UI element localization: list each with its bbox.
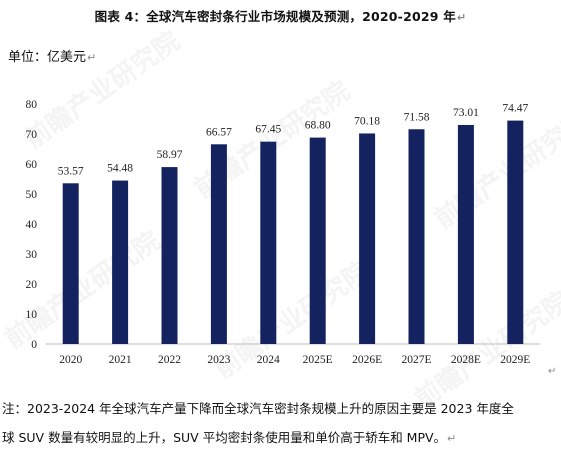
x-tick-label: 2029E bbox=[500, 354, 530, 366]
bar-value-label: 54.48 bbox=[107, 163, 133, 175]
bar bbox=[112, 180, 129, 344]
x-tick-label: 2023 bbox=[207, 354, 230, 366]
note-line-2-text: 球 SUV 数量有较明显的上升，SUV 平均密封条使用量和单价高于轿车和 MPV… bbox=[2, 430, 447, 445]
x-tick-label: 2024 bbox=[257, 354, 280, 366]
unit-label-text: 单位：亿美元 bbox=[8, 50, 87, 65]
paragraph-mark: ↵ bbox=[548, 366, 556, 377]
x-tick-label: 2025E bbox=[303, 354, 333, 366]
bar-value-label: 71.58 bbox=[404, 111, 430, 123]
chart-title-text: 图表 4：全球汽车密封条行业市场规模及预测，2020-2029 年 bbox=[94, 9, 456, 24]
x-tick-label: 2022 bbox=[158, 354, 181, 366]
bar bbox=[210, 144, 227, 344]
bar-value-label: 67.45 bbox=[255, 124, 281, 136]
bar bbox=[408, 129, 425, 344]
bar bbox=[161, 167, 178, 344]
y-tick-label: 20 bbox=[26, 279, 38, 291]
note-line-1: 注：2023-2024 年全球汽车产量下降而全球汽车密封条规模上升的原因主要是 … bbox=[2, 401, 514, 416]
bar-value-label: 70.18 bbox=[354, 115, 380, 127]
chart-title: 图表 4：全球汽车密封条行业市场规模及预测，2020-2029 年↵ bbox=[0, 6, 561, 25]
y-tick-label: 70 bbox=[26, 129, 38, 141]
x-tick-label: 2020 bbox=[59, 354, 82, 366]
bar-value-label: 66.57 bbox=[206, 126, 232, 138]
bar bbox=[457, 124, 474, 344]
y-tick-label: 60 bbox=[26, 159, 38, 171]
bar bbox=[507, 120, 524, 344]
bar bbox=[309, 137, 326, 344]
y-tick-label: 40 bbox=[26, 219, 38, 231]
unit-label: 单位：亿美元↵ bbox=[8, 46, 96, 65]
bar bbox=[260, 141, 277, 344]
paragraph-mark: ↵ bbox=[87, 51, 97, 64]
bar-value-label: 53.57 bbox=[58, 165, 84, 177]
bar-value-label: 74.47 bbox=[502, 103, 528, 115]
y-tick-label: 80 bbox=[26, 99, 38, 111]
x-tick-label: 2021 bbox=[109, 354, 132, 366]
bar-value-label: 68.80 bbox=[305, 120, 331, 132]
y-tick-label: 30 bbox=[26, 249, 38, 261]
bar-value-label: 58.97 bbox=[157, 149, 183, 161]
y-tick-label: 0 bbox=[31, 339, 37, 351]
bar bbox=[359, 133, 376, 344]
paragraph-mark: ↵ bbox=[456, 11, 467, 24]
chart-note: 注：2023-2024 年全球汽车产量下降而全球汽车密封条规模上升的原因主要是 … bbox=[2, 394, 558, 453]
x-tick-label: 2028E bbox=[451, 354, 481, 366]
y-tick-label: 50 bbox=[26, 189, 38, 201]
bar-value-label: 73.01 bbox=[453, 107, 479, 119]
x-tick-label: 2027E bbox=[401, 354, 431, 366]
x-tick-label: 2026E bbox=[352, 354, 382, 366]
bar bbox=[62, 183, 79, 344]
note-line-2: 球 SUV 数量有较明显的上升，SUV 平均密封条使用量和单价高于轿车和 MPV… bbox=[2, 423, 558, 453]
y-tick-label: 10 bbox=[26, 309, 38, 321]
paragraph-mark: ↵ bbox=[447, 432, 457, 445]
bar-chart: 0 10 20 30 40 50 60 70 80 53.57 2020 54.48 2021 58.97… bbox=[26, 99, 557, 377]
